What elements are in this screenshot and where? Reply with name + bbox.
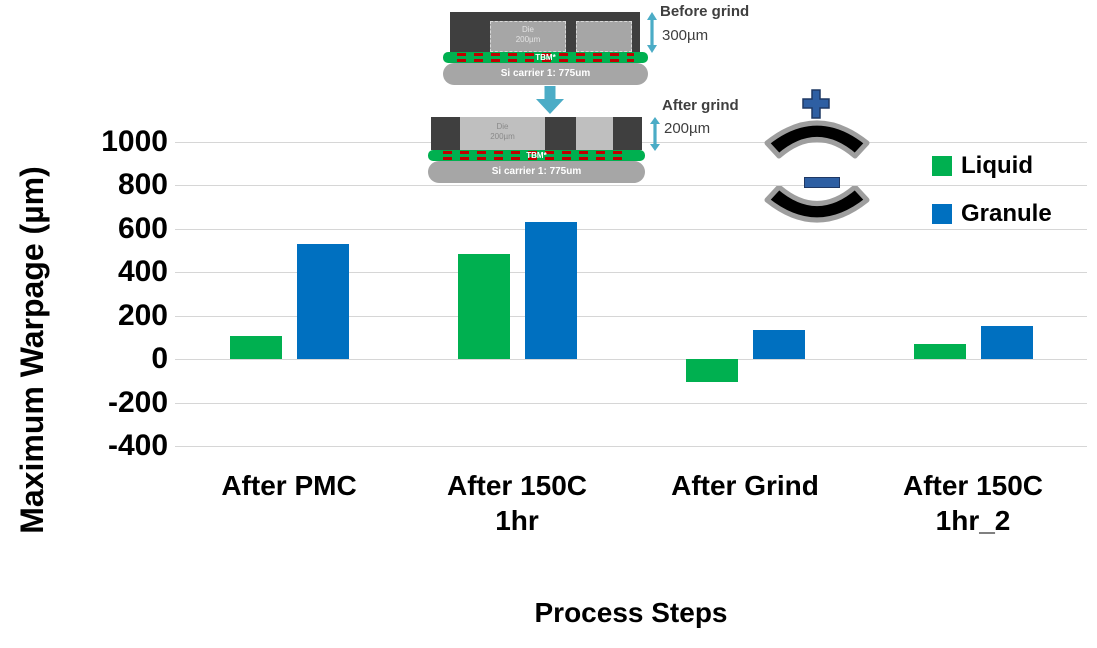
gridline (175, 359, 1087, 361)
legend-label: Granule (961, 200, 1052, 227)
y-axis-tick-labels: 1000 800 600 400 200 0 -200 -400 (0, 125, 168, 462)
microbump-row (443, 157, 630, 160)
die-label: Die (496, 122, 509, 131)
si-carrier-layer: Si carrier 1: 775um (443, 63, 648, 85)
tbm-label: TBM* (526, 151, 547, 160)
die-label-group: Die 200µm (460, 119, 545, 142)
bar-liquid-2 (685, 359, 738, 382)
negative-warpage-shape-icon (764, 186, 870, 223)
mold-block (545, 117, 576, 150)
before-grind-label: Before grind (660, 3, 750, 20)
after-grind-label: After grind (662, 97, 739, 114)
after-grind-thickness: 200µm (664, 120, 711, 137)
gridline (175, 446, 1087, 447)
gridline (175, 185, 1087, 187)
gridline (175, 402, 1087, 404)
tbm-label: TBM* (535, 53, 556, 62)
gridline (175, 228, 1087, 230)
x-category-label: After PMC (221, 470, 357, 501)
die-box: Die 200µm (490, 21, 566, 52)
die-box (576, 21, 632, 52)
double-arrow-icon (647, 12, 657, 53)
legend: Liquid Granule (932, 152, 1052, 248)
legend-swatch-liquid (932, 156, 952, 176)
bar-granule-2 (752, 329, 805, 360)
bar-granule-1 (524, 222, 577, 360)
y-tick-label: 800 (117, 168, 168, 202)
gridline (175, 315, 1087, 317)
mold-block (431, 117, 460, 150)
bar-granule-0 (296, 244, 349, 360)
legend-label: Liquid (961, 152, 1033, 179)
bar-liquid-1 (457, 253, 510, 360)
bar-liquid-3 (913, 343, 966, 360)
si-carrier-layer: Si carrier 1: 775um (428, 161, 645, 183)
microbump-row (457, 53, 634, 56)
tbm-layer: TBM* (443, 52, 648, 63)
down-arrow-icon (536, 86, 564, 114)
microbump-row (457, 59, 634, 62)
y-tick-label: 200 (117, 298, 168, 332)
y-tick-label: 1000 (101, 125, 168, 158)
legend-item-granule: Granule (932, 200, 1052, 228)
bar-granule-3 (980, 325, 1033, 360)
plot-area (175, 142, 1087, 447)
x-category-label: After 150C 1hr_2 (902, 470, 1044, 536)
legend-swatch-granule (932, 204, 952, 224)
mold-block (613, 117, 642, 150)
die-thickness-label: 200µm (515, 35, 541, 44)
ground-mold-layer: Die 200µm (431, 117, 642, 150)
die-label: Die (521, 25, 534, 34)
bar-liquid-0 (229, 336, 282, 360)
y-tick-label: 400 (117, 255, 168, 289)
y-tick-label: -400 (107, 429, 168, 462)
tbm-layer: TBM* (428, 150, 645, 161)
gridline (175, 272, 1087, 274)
die-thickness-label: 200µm (490, 132, 515, 141)
y-tick-label: 0 (151, 342, 168, 376)
y-tick-label: -200 (107, 385, 168, 419)
before-grind-thickness: 300µm (662, 27, 709, 44)
x-category-label: After Grind (671, 470, 819, 501)
x-axis-title: Process Steps (534, 597, 728, 628)
positive-warpage-shape-icon (764, 120, 870, 159)
y-tick-label: 600 (117, 211, 168, 245)
plus-icon (802, 89, 830, 119)
legend-item-liquid: Liquid (932, 152, 1052, 180)
minus-icon (804, 177, 840, 188)
double-arrow-icon (650, 117, 660, 151)
x-category-label: After 150C 1hr (446, 470, 588, 536)
microbump-row (443, 151, 630, 154)
x-axis-category-labels: After PMC After 150C 1hr After Grind After … (175, 468, 1087, 548)
